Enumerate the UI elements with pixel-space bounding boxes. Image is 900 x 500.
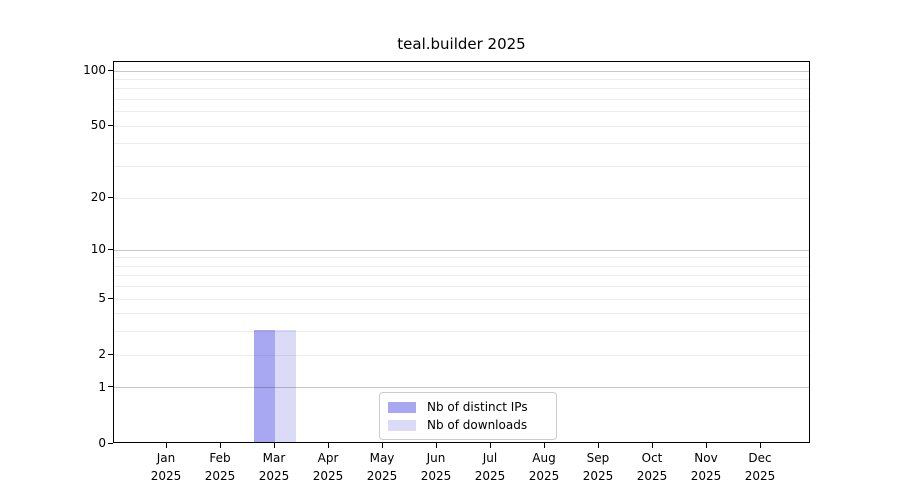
gridline-major [114, 70, 809, 72]
gridline-minor [114, 111, 809, 113]
gridline-minor [114, 298, 809, 300]
gridline-minor [114, 99, 809, 101]
legend-item-distinct-ips: Nb of distinct IPs [388, 400, 547, 414]
x-tick-label: May 2025 [367, 449, 398, 485]
y-tick [108, 297, 113, 299]
x-tick-label: Oct 2025 [637, 449, 668, 485]
x-tick-label: Nov 2025 [691, 449, 722, 485]
y-tick [108, 386, 113, 388]
y-tick-label: 20 [90, 190, 106, 204]
x-tick-year: 2025 [582, 469, 614, 483]
y-tick-label: 0 [98, 436, 106, 450]
x-tick [382, 443, 383, 448]
bar-nb-of-distinct-ips-mar [254, 330, 275, 442]
y-tick [108, 442, 113, 444]
gridline-minor [114, 275, 809, 277]
y-tick-label: 100 [83, 63, 106, 78]
x-tick-label: Jun 2025 [421, 449, 452, 485]
bar-nb-of-downloads-mar [275, 330, 296, 442]
x-tick-year: 2025 [258, 469, 290, 483]
gridline-minor [114, 257, 809, 259]
legend-swatch-downloads [388, 419, 416, 431]
x-tick-year: 2025 [636, 469, 668, 483]
x-tick [220, 443, 221, 448]
x-tick-month: Jan [156, 451, 176, 465]
x-tick-month: Oct [641, 451, 663, 465]
x-tick-year: 2025 [204, 469, 236, 483]
chart-title: teal.builder 2025 [397, 35, 526, 53]
x-tick-month: Dec [748, 451, 772, 465]
x-tick [706, 443, 707, 448]
x-tick [652, 443, 653, 448]
gridline-major [114, 249, 809, 251]
y-tick [108, 248, 113, 250]
y-tick-label: 2 [98, 347, 106, 362]
gridline-minor [114, 354, 809, 356]
x-tick-year: 2025 [474, 469, 506, 483]
gridline-minor [114, 313, 809, 315]
legend-label-downloads: Nb of downloads [427, 418, 528, 432]
x-tick-label: Sep 2025 [583, 449, 614, 485]
y-tick-label: 10 [90, 242, 106, 257]
x-tick-year: 2025 [528, 469, 560, 483]
gridline-minor [114, 143, 809, 145]
plot-area: Nb of distinct IPs Nb of downloads [113, 61, 810, 443]
x-tick [274, 443, 275, 448]
x-tick-month: Apr [317, 451, 339, 465]
x-tick-year: 2025 [366, 469, 398, 483]
gridline-major [114, 387, 809, 389]
x-tick-label: Jul 2025 [475, 449, 506, 485]
gridline-minor [114, 79, 809, 81]
gridline-minor [114, 265, 809, 267]
legend-swatch-distinct-ips [388, 401, 416, 413]
gridline-minor [114, 125, 809, 127]
x-tick-label: Apr 2025 [313, 449, 344, 485]
x-tick-year: 2025 [744, 469, 776, 483]
legend-label-distinct-ips: Nb of distinct IPs [427, 400, 528, 414]
x-tick-month: Feb [209, 451, 231, 465]
y-tick [108, 124, 113, 126]
y-tick-label: 5 [98, 291, 106, 306]
x-tick-month: Sep [586, 451, 610, 465]
gridline-minor [114, 197, 809, 199]
legend-item-downloads: Nb of downloads [388, 418, 547, 432]
x-tick-label: Aug 2025 [529, 449, 560, 485]
x-tick-year: 2025 [150, 469, 182, 483]
gridline-minor [114, 331, 809, 333]
x-tick [166, 443, 167, 448]
y-tick [108, 69, 113, 71]
x-tick [328, 443, 329, 448]
x-tick-month: Nov [694, 451, 718, 465]
x-tick-month: Aug [532, 451, 556, 465]
x-tick [490, 443, 491, 448]
y-tick-label: 1 [98, 379, 106, 394]
x-tick-label: Dec 2025 [745, 449, 776, 485]
x-tick-month: Jun [426, 451, 446, 465]
x-tick-year: 2025 [420, 469, 452, 483]
x-tick-month: Jul [482, 451, 498, 465]
x-tick-year: 2025 [690, 469, 722, 483]
x-tick-month: May [369, 451, 395, 465]
gridline-minor [114, 166, 809, 168]
x-tick-label: Feb 2025 [205, 449, 236, 485]
x-tick [598, 443, 599, 448]
x-tick-label: Jan 2025 [151, 449, 182, 485]
gridline-minor [114, 88, 809, 90]
x-tick-label: Mar 2025 [259, 449, 290, 485]
x-tick [760, 443, 761, 448]
y-tick-label: 50 [90, 118, 106, 133]
legend: Nb of distinct IPs Nb of downloads [379, 392, 557, 440]
x-tick-year: 2025 [312, 469, 344, 483]
y-tick [108, 353, 113, 355]
gridline-minor [114, 286, 809, 288]
x-tick [436, 443, 437, 448]
x-tick [544, 443, 545, 448]
y-tick [108, 196, 113, 198]
x-tick-month: Mar [262, 451, 286, 465]
